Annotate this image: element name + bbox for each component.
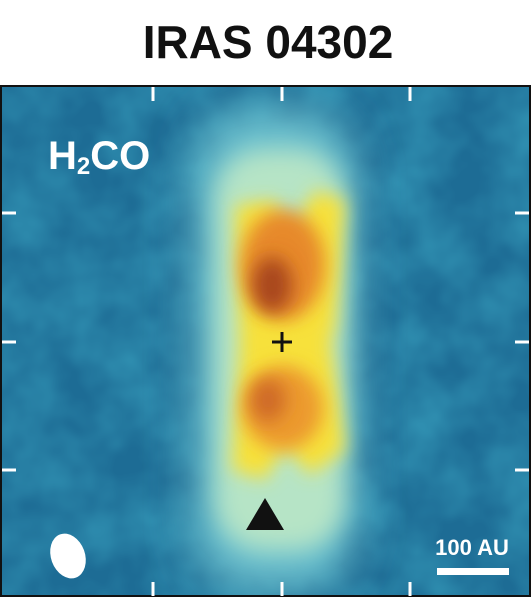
molecule-subscript: 2: [77, 153, 90, 180]
molecule-part: H: [48, 134, 77, 178]
lower-core: [250, 378, 286, 422]
molecule-part: CO: [90, 134, 150, 178]
source-position: [272, 332, 292, 352]
frame: [0, 85, 531, 597]
ticks: [2, 87, 529, 596]
scale-bar: [437, 568, 509, 575]
beam: [50, 533, 86, 579]
marker-triangle: [246, 498, 284, 530]
upper-core: [252, 257, 292, 313]
title: IRAS 04302: [143, 16, 394, 68]
molecule-label: H2CO: [48, 134, 150, 181]
scale-bar-label: 100 AU: [435, 535, 509, 560]
emission-map: [0, 86, 531, 597]
